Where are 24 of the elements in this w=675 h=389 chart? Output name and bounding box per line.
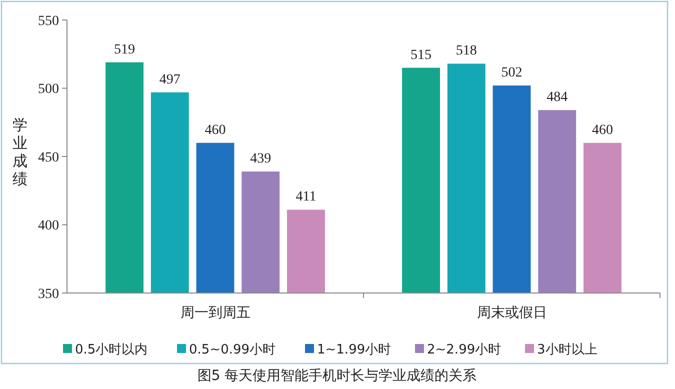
y-axis-title: 学业成绩: [12, 116, 28, 188]
data-label: 460: [592, 122, 613, 138]
text: 图5 每天使用智能手机时长与学业成绩的关系: [197, 368, 477, 384]
legend-label: 0.5小时以内: [75, 342, 148, 358]
data-label: 411: [296, 190, 316, 205]
data-label: 497: [159, 72, 180, 88]
legend-label: 3小时以上: [537, 342, 598, 358]
y-tick-label: 500: [38, 82, 59, 98]
data-label: 439: [250, 152, 272, 167]
legend-label: 0.5~0.99小时: [189, 342, 276, 358]
data-label: 484: [546, 90, 568, 106]
data-label: 515: [410, 48, 432, 63]
legend-label: 1~1.99小时: [317, 342, 392, 358]
data-label: 518: [456, 44, 477, 59]
x-tick-label: 周末或假日: [476, 305, 547, 321]
y-tick-label: 350: [38, 286, 59, 302]
legend-label: 2~2.99小时: [427, 342, 502, 358]
data-label: 460: [204, 122, 226, 138]
y-tick-label: 400: [38, 218, 59, 234]
data-label: 519: [114, 42, 136, 58]
y-tick-label: 450: [38, 150, 59, 166]
data-label: 502: [501, 66, 522, 81]
y-tick-label: 550: [38, 14, 59, 29]
x-tick-label: 周一到周五: [180, 305, 250, 321]
